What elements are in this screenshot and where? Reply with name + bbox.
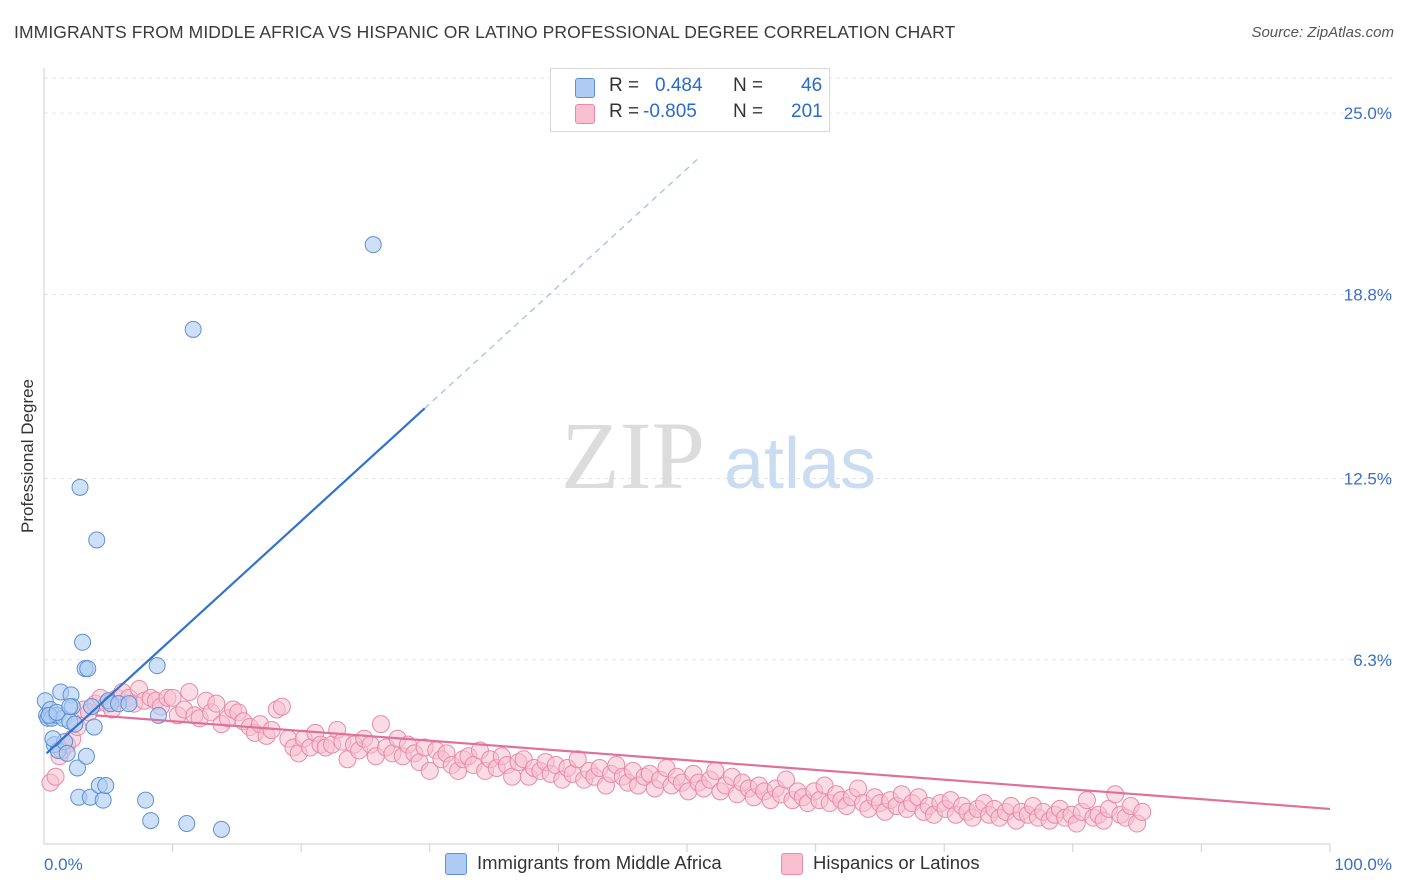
data-point-middle-africa bbox=[61, 698, 79, 716]
data-point-middle-africa bbox=[66, 715, 84, 733]
legend-swatch-blue bbox=[575, 78, 595, 98]
data-point-hispanics bbox=[1077, 791, 1096, 810]
x-tick-label: 100.0% bbox=[1334, 855, 1392, 874]
data-point-middle-africa bbox=[364, 236, 382, 254]
y-tick-labels: 6.3% 12.5% 18.8% 25.0% bbox=[1344, 104, 1392, 670]
data-point-hispanics bbox=[207, 694, 226, 713]
data-point-middle-africa bbox=[184, 320, 202, 338]
data-point-hispanics bbox=[1106, 785, 1125, 804]
watermark-atlas: atlas bbox=[724, 424, 876, 504]
data-point-hispanics bbox=[46, 767, 65, 786]
x-tick-labels: 0.0% 100.0% bbox=[44, 855, 1392, 874]
y-tick-label: 18.8% bbox=[1344, 285, 1392, 304]
legend-label-hispanics: Hispanics or Latinos bbox=[813, 852, 980, 873]
trend-line-middle-africa-extension bbox=[424, 156, 701, 409]
legend-r-value: -0.805 bbox=[643, 101, 697, 122]
data-point-hispanics bbox=[1133, 802, 1152, 821]
data-point-hispanics bbox=[371, 715, 390, 734]
data-point-hispanics bbox=[272, 697, 291, 716]
data-point-middle-africa bbox=[58, 744, 76, 762]
data-point-middle-africa bbox=[88, 531, 106, 549]
legend-n-label: N = bbox=[733, 75, 764, 96]
y-tick-label: 6.3% bbox=[1353, 651, 1392, 670]
x-tick-label: 0.0% bbox=[44, 855, 83, 874]
y-tick-label: 12.5% bbox=[1344, 470, 1392, 489]
data-point-middle-africa bbox=[94, 791, 112, 809]
trend-lines bbox=[45, 156, 1331, 811]
legend-r-label: R = bbox=[609, 101, 640, 122]
legend-swatch-pink bbox=[781, 853, 803, 875]
legend-swatch-blue bbox=[445, 853, 467, 875]
legend-swatch-pink bbox=[575, 104, 595, 124]
data-point-middle-africa bbox=[44, 730, 62, 748]
source-label: Source: ZipAtlas.com bbox=[1251, 24, 1394, 41]
data-point-middle-africa bbox=[71, 478, 89, 496]
chart-title: IMMIGRANTS FROM MIDDLE AFRICA VS HISPANI… bbox=[14, 22, 956, 42]
data-point-middle-africa bbox=[148, 657, 166, 675]
data-point-middle-africa bbox=[68, 759, 86, 777]
legend-n-label: N = bbox=[733, 101, 764, 122]
data-point-middle-africa bbox=[74, 633, 92, 651]
legend-label-middle-africa: Immigrants from Middle Africa bbox=[477, 852, 722, 873]
data-point-middle-africa bbox=[79, 660, 97, 678]
data-point-hispanics bbox=[420, 761, 439, 780]
watermark: ZIP atlas bbox=[561, 402, 876, 509]
data-point-middle-africa bbox=[212, 820, 230, 838]
data-point-middle-africa bbox=[120, 695, 138, 713]
data-point-middle-africa bbox=[83, 698, 101, 716]
data-point-hispanics bbox=[568, 750, 587, 769]
legend-r-label: R = bbox=[609, 75, 640, 96]
y-tick-label: 25.0% bbox=[1344, 104, 1392, 123]
series-hispanics-points bbox=[41, 680, 1152, 833]
trend-line-hispanics bbox=[95, 714, 1331, 811]
data-point-hispanics bbox=[163, 688, 182, 707]
data-point-hispanics bbox=[777, 770, 796, 789]
data-point-middle-africa bbox=[137, 791, 155, 809]
data-point-hispanics bbox=[180, 682, 199, 701]
legend-r-value: 0.484 bbox=[655, 75, 703, 96]
data-point-middle-africa bbox=[178, 815, 196, 833]
data-point-middle-africa bbox=[142, 812, 160, 830]
data-point-middle-africa bbox=[85, 718, 103, 736]
data-point-middle-africa bbox=[77, 747, 95, 765]
legend-n-value: 46 bbox=[801, 75, 823, 96]
legend-n-value: 201 bbox=[791, 101, 823, 122]
series-middle-africa-points bbox=[36, 236, 382, 838]
trend-line-middle-africa bbox=[45, 407, 426, 755]
data-point-hispanics bbox=[706, 761, 725, 780]
data-point-middle-africa bbox=[97, 777, 115, 795]
gridlines bbox=[43, 68, 1392, 852]
watermark-zip: ZIP bbox=[561, 402, 705, 509]
correlation-legend: R = 0.484 N = 46 R = -0.805 N = 201 bbox=[550, 68, 830, 132]
